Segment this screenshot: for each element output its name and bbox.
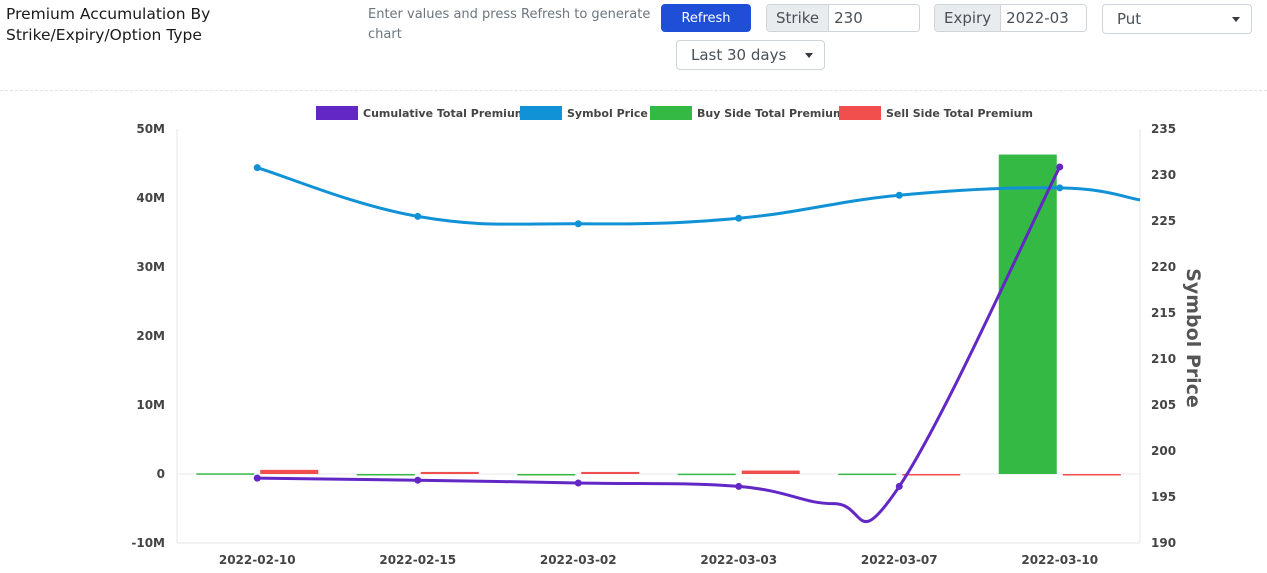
legend-label: Sell Side Total Premium — [886, 107, 1033, 120]
strike-input-group: Strike — [766, 4, 920, 32]
sell-side-bar — [581, 471, 640, 474]
x-tick-label: 2022-02-10 — [219, 553, 296, 567]
sell-side-bar — [902, 474, 961, 476]
legend-label: Symbol Price — [567, 107, 648, 120]
y-right-tick-label: 205 — [1151, 398, 1176, 412]
legend-label: Buy Side Total Premium — [697, 107, 844, 120]
symbol-price-point — [1056, 184, 1064, 192]
cumulative-premium-point — [735, 482, 743, 490]
sell-side-bar — [420, 471, 479, 474]
buy-side-bar — [517, 474, 576, 476]
cumulative-premium-point — [1056, 163, 1064, 171]
y-right-tick-label: 190 — [1151, 536, 1176, 550]
buy-side-bar — [196, 473, 255, 475]
y-left-tick-label: -10M — [131, 536, 165, 550]
period-select[interactable]: Last 30 days — [676, 40, 825, 70]
expiry-label: Expiry — [935, 5, 1002, 31]
symbol-price-point — [574, 220, 582, 228]
page-title-line-1: Premium Accumulation By — [6, 5, 211, 23]
buy-side-bar — [677, 473, 736, 476]
y-right-tick-label: 230 — [1151, 168, 1176, 182]
y-left-tick-label: 0 — [157, 467, 165, 481]
legend-swatch — [839, 106, 881, 120]
y-right-tick-label: 225 — [1151, 214, 1176, 228]
chevron-down-icon — [805, 53, 813, 58]
symbol-price-point — [414, 212, 422, 220]
symbol-price-point — [735, 214, 743, 222]
x-tick-label: 2022-03-02 — [540, 553, 617, 567]
y-right-tick-label: 220 — [1151, 260, 1176, 274]
strike-input[interactable] — [829, 5, 919, 31]
y-right-tick-label: 200 — [1151, 444, 1176, 458]
expiry-input[interactable] — [1001, 5, 1086, 31]
y-left-tick-label: 40M — [136, 191, 165, 205]
y-left-tick-label: 30M — [136, 260, 165, 274]
page-title-line-2: Strike/Expiry/Option Type — [6, 26, 202, 44]
cumulative-premium-point — [414, 476, 422, 484]
cumulative-premium-point — [574, 479, 582, 487]
x-tick-label: 2022-03-03 — [700, 553, 777, 567]
buy-side-bar — [838, 473, 897, 476]
cumulative-premium-point — [253, 474, 261, 482]
sell-side-bar — [1062, 474, 1121, 476]
page-title: Premium Accumulation By Strike/Expiry/Op… — [6, 4, 266, 46]
y-left-tick-label: 50M — [136, 122, 165, 136]
section-divider — [0, 90, 1267, 91]
option-type-select[interactable]: Put — [1102, 4, 1252, 34]
legend-swatch — [520, 106, 562, 120]
instructions-text: Enter values and press Refresh to genera… — [368, 7, 651, 42]
strike-label: Strike — [767, 5, 830, 31]
buy-side-bar — [998, 154, 1057, 474]
legend-swatch — [316, 106, 358, 120]
chevron-down-icon — [1232, 17, 1240, 22]
symbol-price-point — [895, 191, 903, 199]
y-right-tick-label: 235 — [1151, 122, 1176, 136]
y-left-tick-label: 20M — [136, 329, 165, 343]
x-tick-label: 2022-02-15 — [379, 553, 456, 567]
y-right-axis-title: Symbol Price — [1182, 268, 1204, 408]
y-left-tick-label: 10M — [136, 398, 165, 412]
legend-swatch — [650, 106, 692, 120]
sell-side-bar — [741, 470, 800, 474]
option-type-value: Put — [1117, 10, 1142, 28]
y-right-tick-label: 210 — [1151, 352, 1176, 366]
x-tick-label: 2022-03-10 — [1021, 553, 1098, 567]
symbol-price-point — [253, 164, 261, 172]
y-right-tick-label: 215 — [1151, 306, 1176, 320]
refresh-button[interactable]: Refresh — [661, 4, 751, 32]
buy-side-bar — [356, 474, 415, 476]
sell-side-bar — [260, 469, 319, 474]
x-tick-label: 2022-03-07 — [861, 553, 938, 567]
expiry-input-group: Expiry — [934, 4, 1087, 32]
y-right-tick-label: 195 — [1151, 490, 1176, 504]
legend-label: Cumulative Total Premium — [363, 107, 526, 120]
period-value: Last 30 days — [691, 46, 787, 64]
cumulative-premium-line — [257, 166, 1062, 524]
cumulative-premium-point — [895, 482, 903, 490]
